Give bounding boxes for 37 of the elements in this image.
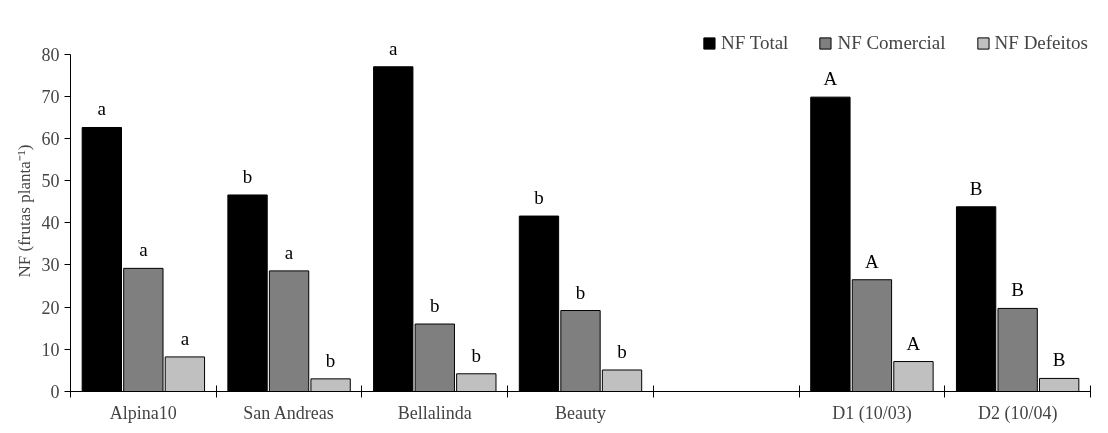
- y-axis-title: NF (frutas planta⁻¹): [14, 144, 34, 278]
- x-tick-label: Bellalinda: [397, 402, 472, 423]
- x-tick-label: D1 (10/03): [832, 402, 912, 424]
- y-tick-label: 50: [41, 171, 60, 192]
- annotation: A: [865, 250, 880, 272]
- legend-label: NF Defeitos: [994, 32, 1088, 54]
- annotation: a: [139, 239, 149, 261]
- annotation: b: [471, 344, 482, 366]
- annotation: a: [97, 98, 107, 120]
- x-tick-label: Alpina10: [109, 402, 177, 423]
- y-tick-label: 40: [41, 213, 60, 234]
- annotation: a: [180, 327, 190, 349]
- y-tick-label: 20: [41, 297, 60, 318]
- annotation: A: [823, 68, 838, 90]
- y-tick-label: 0: [50, 382, 60, 402]
- annotation: b: [617, 340, 627, 362]
- annotation: a: [284, 241, 294, 263]
- x-tick-label: San Andreas: [243, 402, 334, 423]
- annotation: b: [430, 295, 440, 317]
- x-tick-label: Beauty: [555, 402, 607, 423]
- annotation: b: [534, 187, 544, 209]
- legend-label: NF Comercial: [837, 32, 946, 54]
- y-tick-label: 10: [41, 339, 60, 360]
- annotation: A: [906, 332, 921, 354]
- annotation: b: [325, 349, 336, 371]
- annotation: b: [242, 165, 253, 187]
- annotation: B: [1052, 349, 1066, 371]
- y-tick-label: 60: [41, 128, 60, 149]
- annotation: B: [969, 177, 983, 199]
- y-tick-label: 30: [41, 255, 60, 276]
- annotation: b: [575, 281, 586, 303]
- annotation: B: [1011, 279, 1024, 301]
- y-tick-label: 80: [41, 44, 60, 65]
- x-tick-label: D2 (10/04): [977, 402, 1058, 424]
- annotation: a: [389, 37, 399, 59]
- y-tick-label: 70: [41, 86, 60, 107]
- legend-label: NF Total: [720, 32, 789, 54]
